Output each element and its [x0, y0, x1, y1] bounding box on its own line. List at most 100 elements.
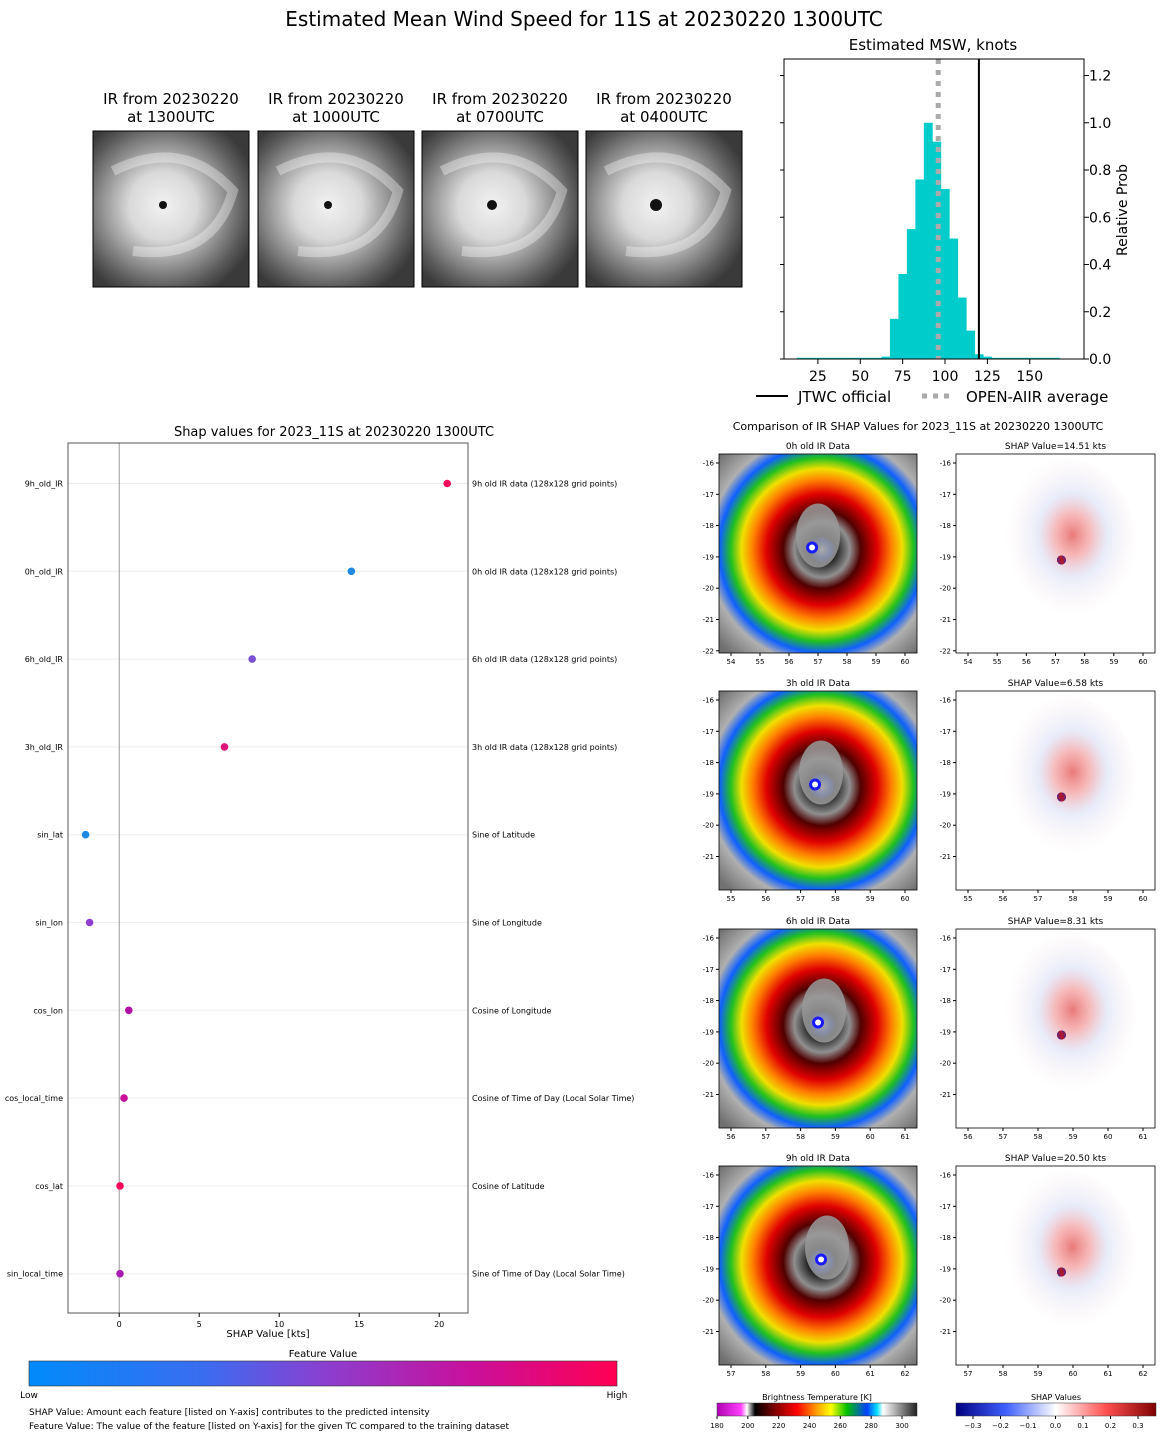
feature-description-label: Cosine of Time of Day (Local Solar Time)	[472, 1094, 634, 1103]
shap-x-tick-label: 56	[1022, 658, 1031, 666]
shap-frame	[67, 442, 469, 1314]
ir-y-tick-label: -17	[703, 728, 714, 736]
ir-x-tick-label: 59	[872, 658, 881, 666]
histogram-bars	[796, 122, 1060, 359]
shap-x-tick-label: 59	[1069, 1133, 1078, 1141]
ir-x-tick-label: 60	[901, 895, 910, 903]
ir-x-tick-label: 60	[901, 658, 910, 666]
shap-point-cos-lon	[125, 1006, 133, 1015]
bt-colorbar-title: Brightness Temperature [K]	[762, 1393, 872, 1402]
ir-y-tick-label: -18	[703, 759, 714, 767]
shap-values-chart: Shap values for 2023_11S at 20230220 130…	[5, 425, 635, 1432]
shap-y-tick-label: -16	[940, 697, 952, 705]
x-tick-label: 20	[434, 1320, 444, 1329]
histogram-bar	[813, 357, 823, 359]
histogram-legend: JTWC official OPEN-AIIR average	[756, 388, 1108, 406]
ir-shap-comparison: Comparison of IR SHAP Values for 2023_11…	[703, 420, 1157, 1430]
histogram-bar	[881, 356, 891, 359]
histogram-title: Estimated MSW, knots	[849, 36, 1018, 54]
bt-colorbar-tick-label: 200	[741, 1422, 754, 1430]
shap-y-tick-label: -19	[940, 790, 951, 798]
histogram-frame	[783, 58, 1085, 360]
ir-x-tick-label: 54	[727, 658, 736, 666]
ir-x-tick-label: 60	[831, 1370, 840, 1378]
y-tick-label: 0.4	[1089, 258, 1111, 274]
shap-x-label: SHAP Value [kts]	[226, 1329, 309, 1340]
shap-x-tick-label: 62	[1139, 1370, 1148, 1378]
ir-y-tick-label: -21	[703, 853, 714, 861]
bt-colorbar-tick-label: 280	[864, 1422, 877, 1430]
ir-x-tick-label: 58	[831, 895, 840, 903]
storm-eye	[324, 201, 332, 209]
cloud-band	[439, 152, 568, 258]
ir-y-tick-label: -17	[703, 966, 714, 974]
cloud-top-region	[799, 740, 844, 805]
shap-x-tick-label: 55	[964, 895, 973, 903]
shap-y-tick-label: -18	[940, 522, 951, 530]
histogram-bar	[856, 357, 865, 359]
ir-x-tick-label: 58	[796, 1133, 805, 1141]
ir-x-tick-label: 60	[866, 1133, 875, 1141]
legend-label-jtwc: JTWC official	[797, 388, 891, 406]
ir-y-tick-label: -20	[703, 822, 714, 830]
shap-x-tick-label: 59	[1034, 1370, 1043, 1378]
histogram-bar	[796, 357, 806, 359]
bt-colorbar-tick-label: 240	[803, 1422, 816, 1430]
feature-name-label: cos_lon	[33, 1006, 63, 1015]
ir-y-tick-label: -21	[703, 1328, 714, 1336]
histogram-y-label: Relative Prob	[1115, 164, 1131, 256]
shap-x-tick-label: 58	[1069, 895, 1078, 903]
shap-y-tick-label: -17	[940, 491, 951, 499]
shap-colorbar-ticks: −0.3 −0.2 −0.1 0.0 0.1 0.2 0.3	[965, 1416, 1144, 1430]
shap-y-tick-label: -17	[940, 728, 951, 736]
shap-x-tick-label: 60	[1104, 1133, 1113, 1141]
ir-y-tick-label: -18	[703, 997, 714, 1005]
y-tick-label: 1.0	[1089, 116, 1111, 132]
ir-thumbnail-image	[585, 130, 743, 288]
feature-value-colorbar-title: Feature Value	[289, 1349, 357, 1360]
ir-y-tick-label: -18	[703, 522, 714, 530]
feature-name-label: cos_local_time	[5, 1094, 63, 1103]
ir-y-tick-label: -17	[703, 491, 714, 499]
histogram-bar	[1025, 357, 1035, 359]
ir-panel-title: 3h old IR Data	[786, 679, 850, 689]
shap-colorbar-tick-label: 0.1	[1077, 1422, 1088, 1430]
histogram-bar	[1000, 357, 1009, 359]
ir-y-tick-label: -16	[703, 697, 715, 705]
ir-x-tick-label: 57	[727, 1370, 736, 1378]
ir-thumbnail-image	[421, 130, 579, 288]
ir-y-tick-label: -19	[703, 553, 714, 561]
footnote-feature: Feature Value: The value of the feature …	[29, 1422, 509, 1432]
shap-x-tick-label: 57	[1034, 895, 1043, 903]
shap-panel-title: SHAP Value=20.50 kts	[1005, 1154, 1107, 1164]
histogram-bar	[906, 229, 916, 359]
thumbnail-title-line1: IR from 20230220	[596, 90, 732, 108]
feature-name-label: sin_lon	[35, 919, 63, 928]
cloud-top-region	[805, 1215, 850, 1280]
feature-name-label: sin_lat	[37, 831, 63, 840]
shap-x-tick-label: 60	[1139, 895, 1148, 903]
y-tick-label: 0.6	[1089, 210, 1111, 226]
ir-y-tick-label: -17	[703, 1203, 714, 1211]
thumbnail-title-line2: at 1300UTC	[127, 108, 215, 126]
comparison-rows: 0h old IR Data SHAP Value=14.51 kts 54 54 55…	[703, 442, 1156, 1378]
bt-colorbar-tick-label: 220	[772, 1422, 785, 1430]
figure-title: Estimated Mean Wind Speed for 11S at 202…	[285, 7, 882, 31]
feature-description-label: Sine of Time of Day (Local Solar Time)	[472, 1270, 625, 1279]
cloud-top-region	[802, 978, 847, 1043]
shap-x-tick-label: 56	[999, 895, 1008, 903]
shap-map-image	[995, 933, 1136, 1104]
shap-point-3h-old-IR	[220, 743, 229, 751]
shap-y-tick-label: -19	[940, 553, 951, 561]
shap-point-0h-old-IR	[347, 567, 356, 576]
storm-eye	[487, 200, 497, 210]
ir-y-tick-label: -16	[703, 1172, 715, 1180]
y-tick-label: 1.2	[1089, 69, 1111, 85]
histogram-bar	[847, 357, 857, 359]
histogram-bar	[957, 297, 967, 359]
ir-y-tick-label: -19	[703, 1265, 714, 1273]
storm-eye	[812, 781, 819, 788]
shap-map-image	[995, 458, 1136, 629]
shap-y-tick-label: -16	[940, 460, 952, 468]
